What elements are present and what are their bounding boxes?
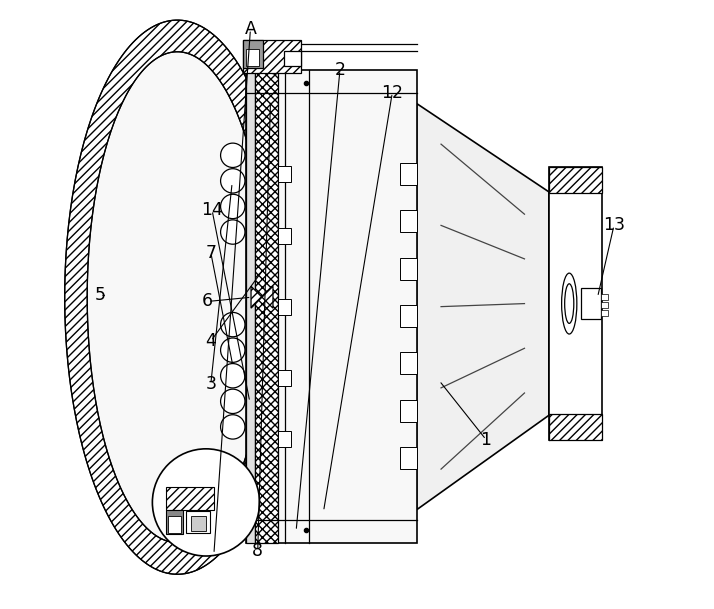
Bar [168,516,181,533]
Bar [601,310,608,315]
Text: 14: 14 [201,201,223,219]
Bar [400,305,417,327]
Text: A: A [244,20,256,38]
Bar [400,258,417,280]
Bar [246,70,417,543]
Bar [278,228,291,244]
Text: 8: 8 [252,542,263,560]
Bar [601,294,608,300]
Circle shape [152,449,260,556]
Bar [400,211,417,233]
Text: 7: 7 [206,244,216,262]
Bar [601,302,608,308]
Polygon shape [251,286,273,308]
Text: 5: 5 [94,286,106,304]
Bar [278,370,291,385]
Bar [166,510,183,534]
Text: 2: 2 [334,61,346,79]
Bar [246,70,255,543]
Circle shape [221,143,245,167]
Bar [549,414,602,440]
Bar [246,49,259,66]
Bar [549,167,602,440]
Polygon shape [417,104,549,510]
Bar [400,400,417,421]
Bar [243,40,301,73]
Ellipse shape [562,273,577,334]
Circle shape [221,220,245,244]
Text: 12: 12 [381,83,403,102]
Circle shape [221,169,245,193]
Circle shape [221,312,245,337]
Polygon shape [87,52,262,543]
Circle shape [221,364,245,388]
Bar [549,167,602,193]
Bar [255,70,278,543]
Circle shape [221,389,245,414]
Bar [581,288,601,319]
Text: 6: 6 [202,292,213,311]
Bar [166,487,214,510]
Text: 13: 13 [603,216,625,234]
Circle shape [221,338,245,362]
Ellipse shape [565,284,574,323]
Bar [400,447,417,469]
Circle shape [221,415,245,439]
Bar [191,516,206,531]
Text: 1: 1 [481,431,492,449]
Bar [284,51,301,66]
Bar [278,431,291,447]
Text: 3: 3 [206,375,216,393]
Bar [186,511,210,533]
Text: 4: 4 [206,332,216,350]
Polygon shape [65,20,283,574]
Circle shape [221,194,245,219]
Bar [400,353,417,375]
Bar [243,40,263,68]
Bar [278,166,291,182]
Bar [278,299,291,314]
Bar [400,163,417,185]
